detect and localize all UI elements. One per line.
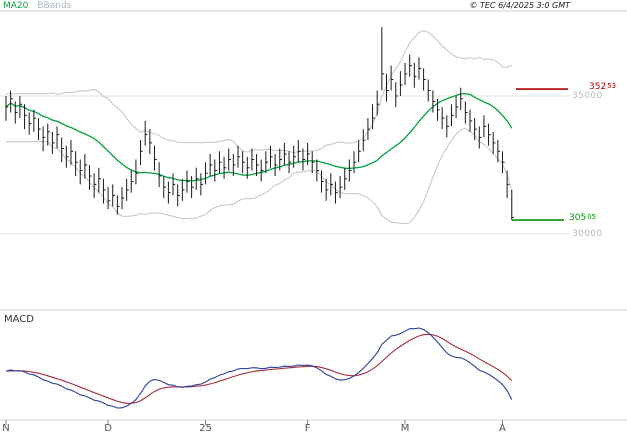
resistance-price-main: 352 bbox=[589, 82, 607, 92]
x-axis-label-N: N bbox=[2, 423, 10, 434]
support-price-main: 305 bbox=[569, 213, 587, 223]
bollinger-lower-band bbox=[6, 128, 513, 225]
x-axis-label-25: 25 bbox=[199, 423, 212, 434]
ohlc-bars bbox=[5, 27, 513, 221]
x-axis-label-D: D bbox=[104, 423, 112, 434]
legend-ma20-label: MA20 bbox=[3, 1, 29, 11]
copyright-text: © TEC 6/4/2025 3:0 GMT bbox=[469, 1, 571, 10]
bollinger-upper-band bbox=[6, 29, 512, 154]
resistance-price-tag: 35253 bbox=[589, 81, 616, 93]
legend: MA20 BBands bbox=[3, 1, 71, 11]
x-axis-label-M: M bbox=[400, 423, 410, 434]
x-axis-label-A: A bbox=[499, 423, 506, 434]
price-axis-label-35000: 35000 bbox=[572, 91, 603, 101]
support-price-tag: 30505 bbox=[569, 212, 596, 224]
price-axis-label-30000: 30000 bbox=[572, 229, 603, 239]
resistance-price-decimals: 53 bbox=[607, 82, 617, 90]
macd-panel-label: MACD bbox=[4, 314, 34, 325]
support-price-decimals: 05 bbox=[587, 213, 597, 221]
macd-signal-line bbox=[5, 333, 513, 404]
macd-line bbox=[5, 327, 513, 409]
close-ticks bbox=[6, 65, 514, 218]
ma20-line bbox=[5, 92, 513, 182]
legend-bbands-label: BBands bbox=[37, 1, 72, 11]
x-axis-label-F: F bbox=[304, 423, 311, 434]
